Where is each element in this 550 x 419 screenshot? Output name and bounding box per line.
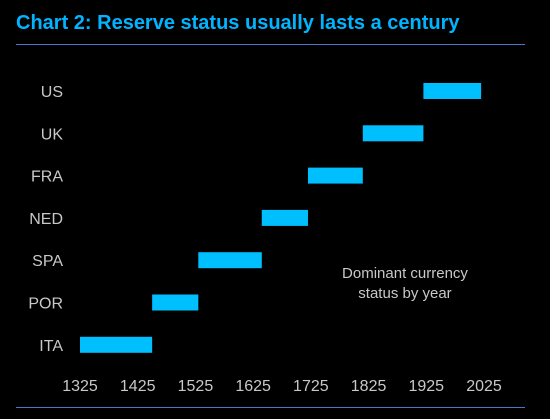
range-bar-fra bbox=[307, 167, 363, 184]
x-tick-label-1525: 1525 bbox=[178, 378, 214, 395]
range-bar-ned bbox=[261, 209, 308, 226]
category-label-fra: FRA bbox=[31, 169, 63, 186]
x-tick-label-1625: 1625 bbox=[235, 378, 271, 395]
category-label-por: POR bbox=[28, 296, 63, 313]
category-label-spa: SPA bbox=[32, 253, 63, 270]
chart-title: Chart 2: Reserve status usually lasts a … bbox=[16, 12, 460, 34]
range-bar-uk bbox=[362, 125, 424, 142]
category-label-ita: ITA bbox=[39, 338, 63, 355]
category-label-ned: NED bbox=[29, 211, 63, 228]
x-tick-label-1725: 1725 bbox=[293, 378, 329, 395]
x-tick-label-1825: 1825 bbox=[351, 378, 387, 395]
x-tick-label-1425: 1425 bbox=[120, 378, 156, 395]
x-tick-label-1325: 1325 bbox=[62, 378, 98, 395]
annotation-line-2: status by year bbox=[358, 285, 451, 302]
range-bar-spa bbox=[198, 252, 262, 269]
range-bar-por bbox=[152, 294, 199, 311]
range-bar-us bbox=[423, 83, 482, 99]
category-label-us: US bbox=[41, 84, 63, 101]
footer-divider bbox=[16, 407, 525, 408]
category-label-uk: UK bbox=[41, 126, 64, 143]
x-tick-label-2025: 2025 bbox=[466, 378, 502, 395]
range-bar-ita bbox=[80, 336, 153, 353]
title-divider bbox=[16, 44, 525, 45]
x-tick-label-1925: 1925 bbox=[408, 378, 444, 395]
annotation-line-1: Dominant currency bbox=[342, 265, 468, 282]
